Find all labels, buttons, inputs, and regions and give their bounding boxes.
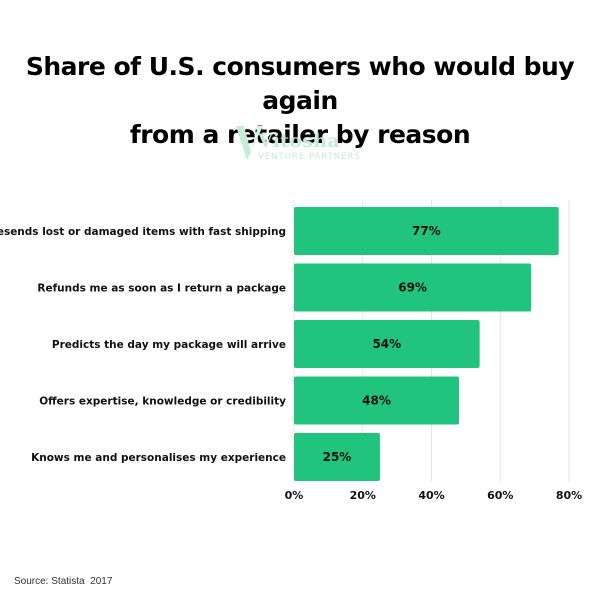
bar (294, 207, 559, 255)
bar-value-label: 48% (362, 394, 391, 408)
bar-value-label: 77% (412, 224, 441, 238)
logo-wordmark: Vitosha (258, 130, 340, 152)
x-tick-label: 40% (418, 489, 444, 502)
bar (294, 376, 459, 425)
bar-value-label: 25% (323, 450, 352, 464)
category-label: Knows me and personalises my experience (31, 452, 286, 464)
category-label: Refunds me as soon as I return a package (37, 283, 286, 295)
bar (294, 433, 380, 481)
bar (294, 263, 532, 312)
logo-tagline: VENTURE PARTNERS (258, 152, 361, 162)
title-line-2: from a retailer by reason (129, 120, 471, 149)
category-label: Predicts the day my package will arrive (52, 339, 286, 351)
v-mark-icon (236, 126, 263, 160)
x-tick-label: 20% (350, 489, 376, 502)
x-tick-label: 0% (285, 489, 304, 502)
title-line-1: Share of U.S. consumers who would buy ag… (25, 52, 575, 115)
vitosha-logo: Vitosha VENTURE PARTNERS (234, 122, 374, 164)
bar-value-label: 54% (372, 337, 401, 351)
bar (294, 320, 480, 368)
bar-value-label: 69% (398, 281, 427, 295)
category-label: Resends lost or damaged items with fast … (0, 226, 286, 238)
category-label: Offers expertise, knowledge or credibili… (39, 396, 286, 408)
chart-title: Share of U.S. consumers who would buy ag… (0, 50, 600, 152)
x-tick-label: 60% (487, 489, 513, 502)
source-note: Source: Statista 2017 (14, 576, 113, 587)
x-tick-label: 80% (556, 489, 582, 502)
